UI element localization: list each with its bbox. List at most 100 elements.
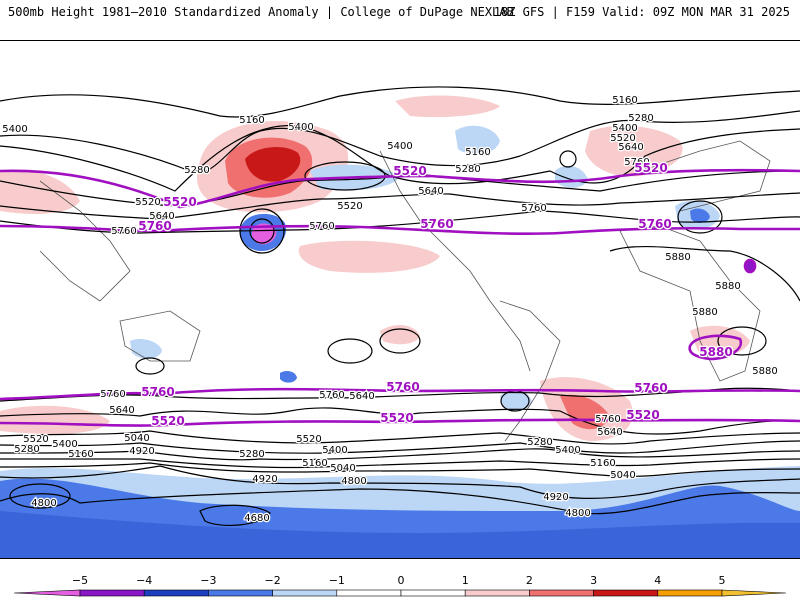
- contour-label-37: 5160: [302, 458, 327, 469]
- highlight-label-9: 5760: [634, 381, 667, 395]
- south-africa-positive: [690, 325, 750, 356]
- contour-5520-north: [0, 170, 800, 207]
- contour-label-40: 4800: [341, 476, 366, 487]
- contour-label-42: 4680: [244, 513, 269, 524]
- highlight-5760-south: [0, 387, 800, 401]
- colorbar-segment-6: [464, 589, 530, 597]
- colorbar-tick-9: 4: [654, 574, 661, 587]
- colorbar-tick-3: −2: [264, 574, 280, 587]
- contour-5400-north: [0, 124, 800, 192]
- contour-label-48: 5040: [610, 470, 635, 481]
- contour-label-25: 5640: [109, 405, 134, 416]
- africa-coast: [619, 225, 761, 382]
- contour-4920-south: [0, 465, 800, 499]
- contour-label-13: 5760: [521, 203, 546, 214]
- contour-label-6: 5760: [111, 226, 136, 237]
- highlight-label-1: 5520: [163, 195, 196, 209]
- highlight-contours: [0, 168, 800, 427]
- contour-label-27: 5400: [52, 439, 77, 450]
- highlight-5880-africa: [688, 334, 743, 361]
- anomaly-colorbar: −5 −4 −3 −2 −1 0 1 2 3 4 5: [0, 570, 800, 600]
- contour-label-1: 5160: [239, 115, 264, 126]
- contour-label-18: 5640: [618, 142, 643, 153]
- contour-label-44: 5760: [595, 414, 620, 425]
- north-atlantic-pos-top: [395, 95, 500, 118]
- contour-5760-north: [0, 210, 800, 234]
- contour-south-pacific-low: [327, 338, 373, 364]
- colorbar-segment-3: [272, 589, 338, 597]
- contour-5400-south: [0, 440, 800, 454]
- colorbar-segment-7: [529, 589, 594, 597]
- contour-southern-africa-high: [717, 326, 767, 356]
- contour-label-43: 5640: [597, 427, 622, 438]
- anomaly-map: 5400 5160 5400 5280 5520 5640 5760 5400 5160 5280…: [0, 40, 800, 559]
- australia-coast: [119, 310, 201, 362]
- contour-label-7: 5400: [387, 141, 412, 152]
- contour-label-17: 5520: [610, 133, 635, 144]
- southern-core-negative: [0, 511, 800, 558]
- contour-label-22: 5880: [692, 307, 717, 318]
- contour-5160-north: [0, 86, 800, 118]
- colorbar-segments: [13, 589, 787, 597]
- europe-negative-core: [690, 208, 710, 223]
- atlantic-negative: [555, 165, 588, 188]
- contour-label-5: 5640: [149, 211, 174, 222]
- highlight-label-7: 5760: [141, 385, 174, 399]
- colorbar-tick-5: 0: [398, 574, 405, 587]
- south-indian-positive: [0, 405, 110, 434]
- highlight-label-8: 5760: [386, 380, 419, 394]
- contour-label-21: 5880: [715, 281, 740, 292]
- colorbar-tick-7: 2: [526, 574, 533, 587]
- contour-label-12: 5760: [309, 221, 334, 232]
- contour-label-41: 4800: [31, 498, 56, 509]
- highlight-label-11: 5520: [380, 411, 413, 425]
- colorbar-segment-0: [79, 589, 145, 597]
- south-america-negative: [500, 390, 532, 411]
- height-contours: [0, 86, 800, 526]
- contour-5640-south: [0, 407, 800, 435]
- colorbar-tick-labels: −5 −4 −3 −2 −1 0 1 2 3 4 5: [72, 574, 726, 587]
- colorbar-segment-2: [208, 589, 273, 597]
- contour-label-32: 5760: [319, 390, 344, 401]
- contour-canada-low: [559, 150, 577, 168]
- contour-label-8: 5160: [465, 147, 490, 158]
- contour-label-30: 5040: [124, 433, 149, 444]
- model-run-info: 18Z GFS | F159 Valid: 09Z MON MAR 31 202…: [493, 5, 790, 19]
- contour-label-39: 4920: [252, 474, 277, 485]
- highlight-5520-south: [0, 418, 800, 427]
- contour-pacific-low-inner: [249, 218, 275, 244]
- asia-positive: [0, 170, 80, 214]
- contour-label-23: 5880: [752, 366, 777, 377]
- contour-5880-africa: [609, 245, 800, 302]
- contour-label-11: 5520: [337, 201, 362, 212]
- south-pacific-positive: [380, 324, 420, 345]
- contour-label-16: 5400: [612, 123, 637, 134]
- contour-south-indian-low: [9, 483, 71, 509]
- map-title: 500mb Height 1981–2010 Standardized Anom…: [8, 5, 514, 19]
- highlight-label-12: 5520: [626, 408, 659, 422]
- contour-label-38: 5040: [330, 463, 355, 474]
- contour-label-35: 5400: [322, 445, 347, 456]
- europe-coast: [639, 140, 771, 212]
- north-pacific-positive: [298, 240, 440, 273]
- contour-label-3: 5280: [184, 165, 209, 176]
- highlight-label-6: 5880: [699, 345, 732, 359]
- colorbar-left-arrow: [13, 589, 81, 597]
- contour-australia-low: [135, 357, 165, 375]
- contour-label-14: 5160: [612, 95, 637, 106]
- contour-4800-south: [0, 488, 800, 515]
- highlight-label-4: 5520: [634, 161, 667, 175]
- contour-5040-south: [0, 462, 800, 477]
- highlight-africa-blob: [743, 258, 757, 274]
- colorbar-segment-1: [143, 589, 209, 597]
- highlight-label-0: 5520: [393, 164, 426, 178]
- colorbar-tick-8: 3: [590, 574, 597, 587]
- highlight-5520-north: [0, 168, 800, 209]
- contour-5160-south: [0, 458, 800, 469]
- contour-south-pacific-low-2: [379, 328, 421, 354]
- contour-label-20: 5880: [665, 252, 690, 263]
- colorbar-tick-6: 1: [462, 574, 469, 587]
- contour-label-0: 5400: [2, 124, 27, 135]
- southern-strong-negative: [0, 478, 800, 558]
